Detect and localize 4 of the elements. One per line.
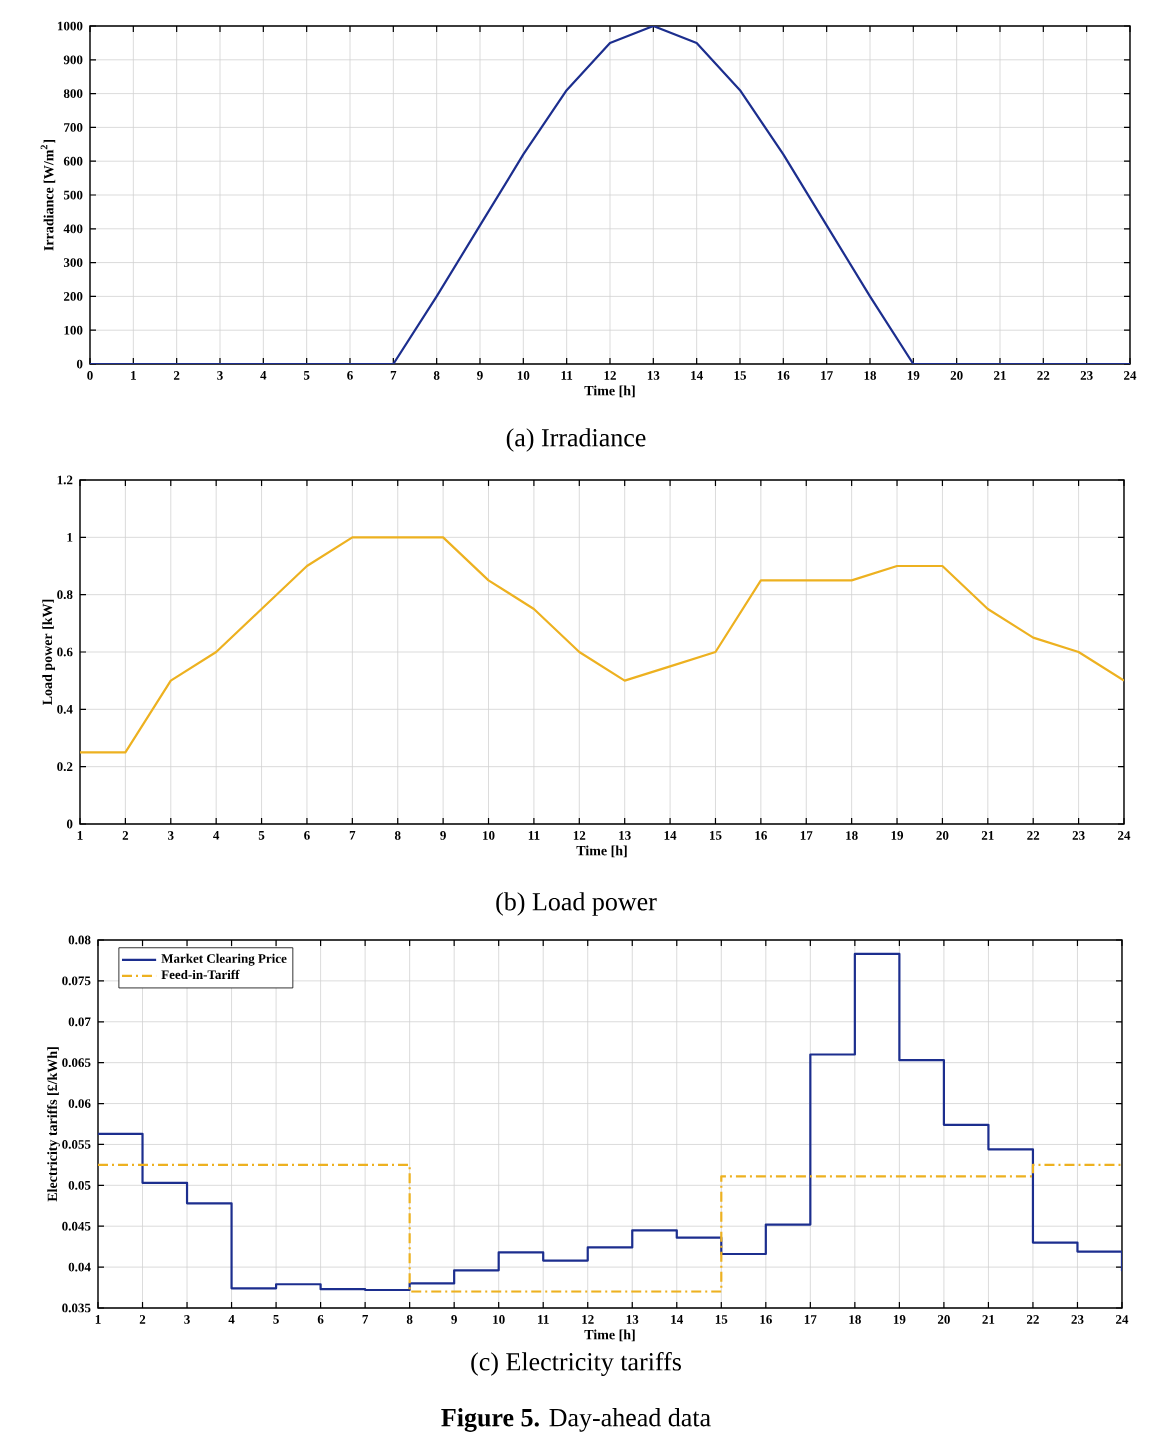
text: (c) Electricity tariffs [471, 1352, 681, 1376]
text: (a) Irradiance [506, 428, 646, 452]
text: Figure 5. Day-ahead data [441, 1408, 711, 1432]
text: (b) Load power [496, 892, 657, 916]
